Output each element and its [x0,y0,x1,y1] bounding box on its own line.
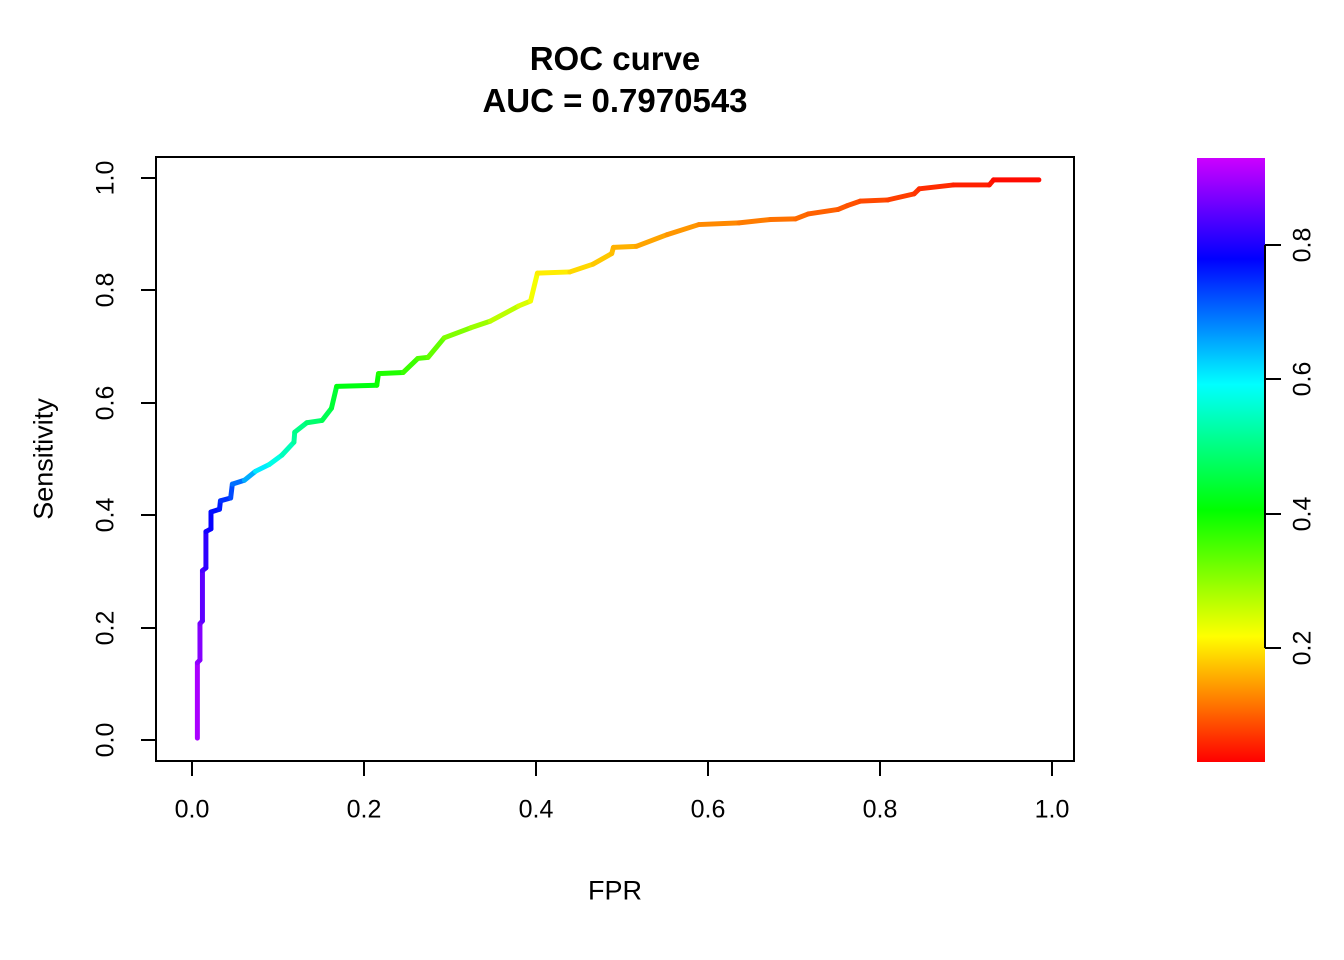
chart-title-block: ROC curve AUC = 0.7970543 [155,38,1075,122]
colorbar-tick [1265,244,1281,247]
roc-curve-segment [441,325,474,341]
roc-curve-segment [319,405,334,423]
y-axis-label: Sensitivity [28,398,59,520]
roc-curve-segment [279,439,297,458]
roc-curve [194,177,1042,741]
roc-curve-segment [487,303,522,324]
y-tick-label: 0.6 [91,385,120,421]
y-tick [141,739,155,741]
y-tick-label: 1.0 [91,160,120,196]
y-tick [141,289,155,292]
x-tick [191,762,193,776]
colorbar-tick [1265,512,1281,515]
cutoff-colorbar [1197,158,1265,762]
colorbar-tick-label: 0.4 [1288,496,1317,532]
colorbar-tick [1265,378,1281,381]
roc-curve-segment [425,335,447,360]
x-tick-label: 0.8 [862,795,898,824]
x-tick [879,762,881,776]
roc-curve-segment [334,382,380,389]
roc-curve-segment [253,462,272,474]
roc-curve-segment [468,318,493,331]
roc-curve-segment [885,191,917,203]
colorbar-tick [1265,646,1281,649]
x-tick [707,762,709,776]
roc-curve-segment [768,216,798,222]
x-tick-label: 0.6 [690,795,726,824]
y-tick-label: 0.0 [91,722,120,758]
roc-curve-segment [292,420,310,435]
roc-curve-segment [590,251,615,267]
x-tick-label: 1.0 [1034,795,1070,824]
y-tick [141,626,155,629]
x-tick-label: 0.0 [174,795,210,824]
colorbar-axis-line [1264,245,1266,648]
roc-curve-segment [304,417,325,426]
y-tick [141,514,155,517]
roc-curve-segment [534,269,573,276]
chart-subtitle-auc: AUC = 0.7970543 [482,82,748,119]
y-tick [141,177,155,179]
colorbar-tick-label: 0.8 [1288,227,1317,263]
chart-title: ROC curve [529,40,701,77]
roc-curve-segment [805,206,841,217]
roc-curve-segment [664,222,702,238]
x-tick [363,762,365,776]
roc-curve-segment [375,369,406,377]
plot-area [155,156,1075,762]
roc-curve-segment [916,182,956,192]
x-tick-label: 0.2 [346,795,382,824]
roc-curve-segment [736,217,774,226]
roc-curve-segment [400,355,421,375]
roc-curve-segment [633,232,670,249]
y-tick-label: 0.8 [91,273,120,308]
roc-curve-segment [528,270,540,304]
x-tick [1051,762,1053,776]
x-tick [535,762,537,776]
y-tick-label: 0.2 [91,610,120,645]
y-tick [141,401,155,404]
x-axis-label: FPR [588,875,642,906]
roc-curve-segment [266,452,285,468]
roc-curve-segment [696,220,742,228]
colorbar-tick-label: 0.6 [1288,362,1317,397]
colorbar-tick-label: 0.2 [1288,630,1317,666]
x-tick-label: 0.4 [518,795,554,824]
roc-curve-segment [567,261,596,275]
y-tick-label: 0.4 [91,497,120,533]
roc-curve-segment [329,383,340,411]
roc-curve-segment [610,243,639,250]
roc-curve-segment [857,197,891,204]
